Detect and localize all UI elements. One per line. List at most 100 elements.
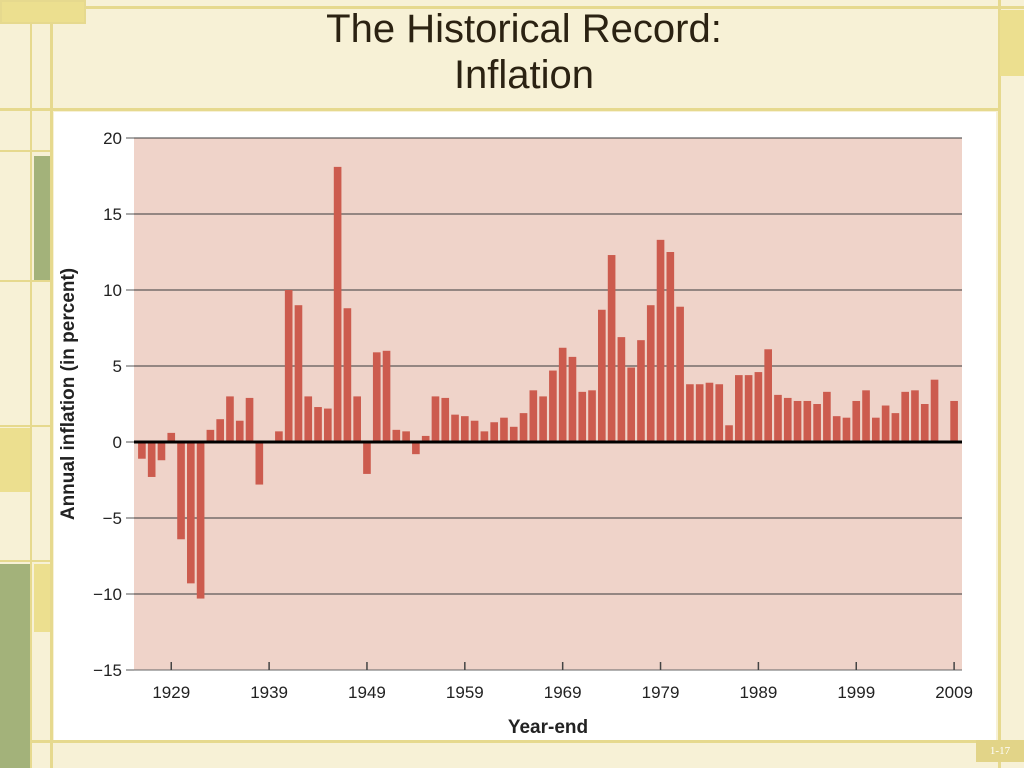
y-tick-label: −15 [93,661,122,680]
bar-1955 [421,435,430,442]
bar-1962 [490,422,498,442]
bar-1999 [852,400,861,442]
bar-1996 [823,391,831,442]
bar-1995 [813,404,821,442]
bar-1944 [314,407,322,442]
frame-right-vline [998,0,1001,768]
decor-block-yellow-lower [34,564,50,632]
y-tick-label: −10 [93,585,122,604]
bar-1976 [627,367,635,442]
bar-1952 [392,429,401,442]
bar-1980 [666,252,675,442]
x-tick-label: 1979 [642,683,680,702]
bar-1974 [607,255,616,442]
frame-header-line [0,108,1000,111]
frame-hline-4 [0,560,52,562]
bar-1979 [656,239,665,442]
bar-1992 [783,397,792,442]
bar-1959 [461,416,469,442]
frame-left-vline-2 [30,0,32,768]
frame-left-vline [50,0,53,768]
bar-1986 [725,425,733,442]
bar-1961 [480,431,489,442]
bar-1969 [558,347,567,442]
bar-2003 [891,413,900,442]
frame-hline-3 [0,425,52,427]
decor-block-yellow-mid [0,428,30,492]
bar-1926 [138,442,146,459]
bar-1933 [206,429,215,442]
slide-number: 1-17 [976,740,1024,762]
x-tick-label: 1969 [544,683,582,702]
x-tick-label: 1939 [250,683,288,702]
bar-1957 [441,397,450,442]
bar-1931 [187,442,195,584]
bar-1941 [284,290,293,442]
bar-1950 [372,352,381,442]
bar-1993 [793,400,802,442]
y-tick-label: −5 [103,509,122,528]
bar-1948 [353,396,361,442]
decor-block-green-lower [0,564,30,768]
bar-2009 [950,400,958,442]
frame-hline-2 [0,280,52,282]
bar-1963 [500,417,508,442]
bar-1934 [216,419,224,442]
decor-block-green-upper [34,156,50,280]
bar-1940 [275,431,283,442]
bar-1994 [803,400,812,442]
bar-1929 [167,432,176,442]
bar-1960 [470,420,479,442]
bar-2007 [930,379,939,442]
bar-1981 [676,306,684,442]
y-tick-label: 5 [113,357,122,376]
y-tick-label: 15 [103,205,122,224]
bar-1977 [637,340,645,442]
bar-2000 [862,390,870,442]
bar-1946 [333,166,342,442]
bar-1984 [705,382,714,442]
bar-1990 [764,349,772,442]
bar-1982 [686,384,694,442]
bar-2004 [901,391,909,442]
bar-1947 [343,308,352,442]
bar-1968 [549,370,557,442]
bar-1956 [431,396,440,442]
y-axis-label: Annual inflation (in percent) [58,268,79,520]
y-tick-label: 0 [113,433,122,452]
bar-1987 [735,375,743,442]
bar-1951 [382,350,391,442]
bar-1985 [715,384,724,442]
plot-area [134,138,962,670]
bar-1958 [451,414,459,442]
bar-1942 [294,305,303,442]
x-tick-label: 1929 [152,683,190,702]
bar-1953 [402,431,410,442]
frame-top-line [0,6,1024,9]
x-tick-label: 1989 [739,683,777,702]
inflation-bar-chart: 20 15 10 5 0 −5 −10 −15 1929 1939 1949 1959 1969 1979… [58,129,973,738]
frame-bottom-line [0,740,1024,743]
bar-1991 [774,394,782,442]
chart-panel: 20 15 10 5 0 −5 −10 −15 1929 1939 1949 1959 1969 1979… [54,112,996,740]
bar-1970 [568,356,577,442]
bar-1964 [509,426,518,442]
x-tick-label: 2009 [935,683,973,702]
x-tick-label: 1999 [837,683,875,702]
bar-1971 [578,391,587,442]
slide-title: The Historical Record: Inflation [52,6,996,98]
bar-1943 [304,396,313,442]
decor-block-yellow-right [1000,10,1024,76]
bar-1989 [754,372,763,442]
x-axis-label: Year-end [508,717,588,738]
bar-1965 [519,413,528,442]
bar-1930 [177,442,185,540]
bar-1949 [363,442,371,474]
bar-1937 [245,397,254,442]
bar-1972 [588,390,596,442]
bar-1978 [646,305,655,442]
bar-1938 [255,442,264,485]
slide-title-line2: Inflation [453,53,595,97]
bar-1967 [539,396,547,442]
x-tick-label: 1959 [446,683,484,702]
